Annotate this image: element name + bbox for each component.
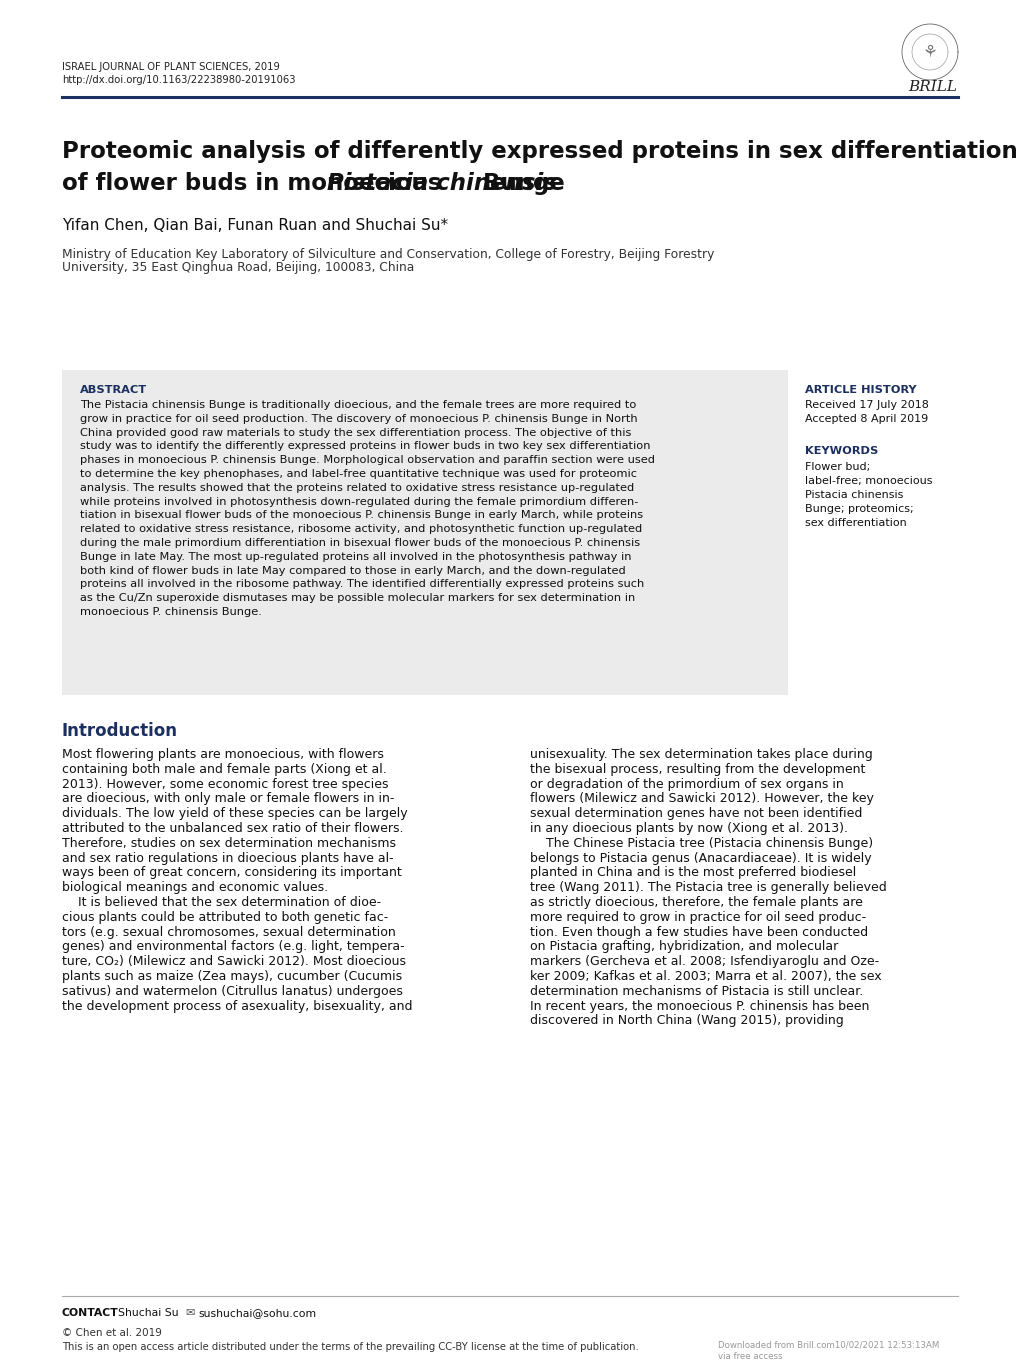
Text: Shuchai Su: Shuchai Su	[118, 1308, 178, 1318]
Text: CONTACT: CONTACT	[62, 1308, 118, 1318]
Text: via free access: via free access	[717, 1352, 782, 1361]
Text: ISRAEL JOURNAL OF PLANT SCIENCES, 2019: ISRAEL JOURNAL OF PLANT SCIENCES, 2019	[62, 62, 279, 73]
Text: analysis. The results showed that the proteins related to oxidative stress resis: analysis. The results showed that the pr…	[79, 483, 634, 492]
Text: both kind of flower buds in late May compared to those in early March, and the d: both kind of flower buds in late May com…	[79, 566, 625, 576]
Text: in any dioecious plants by now (Xiong et al. 2013).: in any dioecious plants by now (Xiong et…	[530, 823, 847, 835]
Text: Downloaded from Brill.com10/02/2021 12:53:13AM: Downloaded from Brill.com10/02/2021 12:5…	[717, 1339, 938, 1349]
Text: This is an open access article distributed under the terms of the prevailing CC-: This is an open access article distribut…	[62, 1342, 638, 1352]
Text: Therefore, studies on sex determination mechanisms: Therefore, studies on sex determination …	[62, 836, 395, 850]
Text: related to oxidative stress resistance, ribosome activity, and photosynthetic fu: related to oxidative stress resistance, …	[79, 524, 642, 535]
Text: sexual determination genes have not been identified: sexual determination genes have not been…	[530, 808, 861, 820]
Text: attributed to the unbalanced sex ratio of their flowers.: attributed to the unbalanced sex ratio o…	[62, 823, 404, 835]
Text: biological meanings and economic values.: biological meanings and economic values.	[62, 882, 328, 894]
Text: Bunge: Bunge	[475, 171, 565, 195]
Text: sativus) and watermelon (Citrullus lanatus) undergoes: sativus) and watermelon (Citrullus lanat…	[62, 984, 403, 998]
Text: dividuals. The low yield of these species can be largely: dividuals. The low yield of these specie…	[62, 808, 408, 820]
Text: the development process of asexuality, bisexuality, and: the development process of asexuality, b…	[62, 999, 412, 1013]
Text: discovered in North China (Wang 2015), providing: discovered in North China (Wang 2015), p…	[530, 1015, 843, 1027]
Text: ker 2009; Kafkas et al. 2003; Marra et al. 2007), the sex: ker 2009; Kafkas et al. 2003; Marra et a…	[530, 971, 880, 983]
Text: Yifan Chen, Qian Bai, Funan Ruan and Shuchai Su*: Yifan Chen, Qian Bai, Funan Ruan and Shu…	[62, 218, 447, 233]
Text: genes) and environmental factors (e.g. light, tempera-: genes) and environmental factors (e.g. l…	[62, 941, 405, 953]
Text: Pistacia chinensis: Pistacia chinensis	[804, 489, 903, 500]
Text: ways been of great concern, considering its important: ways been of great concern, considering …	[62, 866, 401, 879]
Text: Flower bud;: Flower bud;	[804, 462, 869, 472]
Text: sex differentiation: sex differentiation	[804, 518, 906, 528]
Text: unisexuality. The sex determination takes place during: unisexuality. The sex determination take…	[530, 749, 872, 761]
Text: http://dx.doi.org/10.1163/22238980-20191063: http://dx.doi.org/10.1163/22238980-20191…	[62, 75, 296, 85]
Text: tiation in bisexual flower buds of the monoecious P. chinensis Bunge in early Ma: tiation in bisexual flower buds of the m…	[79, 510, 643, 521]
Text: are dioecious, with only male or female flowers in in-: are dioecious, with only male or female …	[62, 792, 394, 805]
Text: study was to identify the differently expressed proteins in flower buds in two k: study was to identify the differently ex…	[79, 441, 650, 451]
Text: belongs to Pistacia genus (Anacardiaceae). It is widely: belongs to Pistacia genus (Anacardiaceae…	[530, 851, 871, 865]
Text: to determine the key phenophases, and label-free quantitative technique was used: to determine the key phenophases, and la…	[79, 469, 637, 478]
Text: It is believed that the sex determination of dioe-: It is believed that the sex determinatio…	[62, 897, 381, 909]
Text: plants such as maize (Zea mays), cucumber (Cucumis: plants such as maize (Zea mays), cucumbe…	[62, 971, 401, 983]
Text: or degradation of the primordium of sex organs in: or degradation of the primordium of sex …	[530, 777, 843, 791]
Text: phases in monoecious P. chinensis Bunge. Morphological observation and paraffin : phases in monoecious P. chinensis Bunge.…	[79, 455, 654, 465]
Text: as the Cu/Zn superoxide dismutases may be possible molecular markers for sex det: as the Cu/Zn superoxide dismutases may b…	[79, 594, 635, 603]
Text: ✉: ✉	[184, 1308, 195, 1318]
Text: ABSTRACT: ABSTRACT	[79, 385, 147, 395]
Text: tree (Wang 2011). The Pistacia tree is generally believed: tree (Wang 2011). The Pistacia tree is g…	[530, 882, 886, 894]
Text: tors (e.g. sexual chromosomes, sexual determination: tors (e.g. sexual chromosomes, sexual de…	[62, 925, 395, 939]
Text: grow in practice for oil seed production. The discovery of monoecious P. chinens: grow in practice for oil seed production…	[79, 414, 637, 424]
Text: determination mechanisms of Pistacia is still unclear.: determination mechanisms of Pistacia is …	[530, 984, 862, 998]
Text: Introduction: Introduction	[62, 723, 178, 740]
Text: planted in China and is the most preferred biodiesel: planted in China and is the most preferr…	[530, 866, 855, 879]
Text: while proteins involved in photosynthesis down-regulated during the female primo: while proteins involved in photosynthesi…	[79, 496, 638, 507]
Text: Pistacia chinensis: Pistacia chinensis	[327, 171, 556, 195]
Text: more required to grow in practice for oil seed produc-: more required to grow in practice for oi…	[530, 910, 865, 924]
Text: label-free; monoecious: label-free; monoecious	[804, 476, 931, 485]
Text: and sex ratio regulations in dioecious plants have al-: and sex ratio regulations in dioecious p…	[62, 851, 393, 865]
Text: In recent years, the monoecious P. chinensis has been: In recent years, the monoecious P. chine…	[530, 999, 868, 1013]
Text: The Chinese Pistacia tree (Pistacia chinensis Bunge): The Chinese Pistacia tree (Pistacia chin…	[530, 836, 872, 850]
Text: BRILL: BRILL	[907, 80, 956, 95]
Text: sushuchai@sohu.com: sushuchai@sohu.com	[198, 1308, 316, 1318]
Text: The Pistacia chinensis Bunge is traditionally dioecious, and the female trees ar: The Pistacia chinensis Bunge is traditio…	[79, 400, 636, 410]
Text: as strictly dioecious, therefore, the female plants are: as strictly dioecious, therefore, the fe…	[530, 897, 862, 909]
Text: Most flowering plants are monoecious, with flowers: Most flowering plants are monoecious, wi…	[62, 749, 383, 761]
Text: monoecious P. chinensis Bunge.: monoecious P. chinensis Bunge.	[79, 607, 262, 617]
Text: ARTICLE HISTORY: ARTICLE HISTORY	[804, 385, 916, 395]
Text: of flower buds in monoecious: of flower buds in monoecious	[62, 171, 449, 195]
Text: Bunge; proteomics;: Bunge; proteomics;	[804, 505, 913, 514]
Text: Proteomic analysis of differently expressed proteins in sex differentiation phas: Proteomic analysis of differently expres…	[62, 140, 1019, 163]
Text: ture, CO₂) (Milewicz and Sawicki 2012). Most dioecious: ture, CO₂) (Milewicz and Sawicki 2012). …	[62, 956, 406, 968]
Text: Ministry of Education Key Laboratory of Silviculture and Conservation, College o: Ministry of Education Key Laboratory of …	[62, 248, 713, 260]
Bar	[62, 370, 788, 695]
Text: proteins all involved in the ribosome pathway. The identified differentially exp: proteins all involved in the ribosome pa…	[79, 580, 644, 590]
Text: ⚘: ⚘	[921, 43, 936, 60]
Text: markers (Gercheva et al. 2008; Isfendiyaroglu and Oze-: markers (Gercheva et al. 2008; Isfendiya…	[530, 956, 878, 968]
Text: Received 17 July 2018: Received 17 July 2018	[804, 400, 928, 410]
Text: containing both male and female parts (Xiong et al.: containing both male and female parts (X…	[62, 762, 386, 776]
Text: on Pistacia grafting, hybridization, and molecular: on Pistacia grafting, hybridization, and…	[530, 941, 838, 953]
Text: KEYWORDS: KEYWORDS	[804, 446, 877, 457]
Text: the bisexual process, resulting from the development: the bisexual process, resulting from the…	[530, 762, 864, 776]
Text: during the male primordium differentiation in bisexual flower buds of the monoec: during the male primordium differentiati…	[79, 537, 640, 548]
Text: Accepted 8 April 2019: Accepted 8 April 2019	[804, 414, 927, 424]
Text: tion. Even though a few studies have been conducted: tion. Even though a few studies have bee…	[530, 925, 867, 939]
Text: cious plants could be attributed to both genetic fac-: cious plants could be attributed to both…	[62, 910, 388, 924]
Text: © Chen et al. 2019: © Chen et al. 2019	[62, 1328, 162, 1338]
Text: flowers (Milewicz and Sawicki 2012). However, the key: flowers (Milewicz and Sawicki 2012). How…	[530, 792, 873, 805]
Text: Bunge in late May. The most up-regulated proteins all involved in the photosynth: Bunge in late May. The most up-regulated…	[79, 551, 631, 562]
Text: 2013). However, some economic forest tree species: 2013). However, some economic forest tre…	[62, 777, 388, 791]
Text: China provided good raw materials to study the sex differentiation process. The : China provided good raw materials to stu…	[79, 428, 631, 437]
Text: University, 35 East Qinghua Road, Beijing, 100083, China: University, 35 East Qinghua Road, Beijin…	[62, 260, 414, 274]
